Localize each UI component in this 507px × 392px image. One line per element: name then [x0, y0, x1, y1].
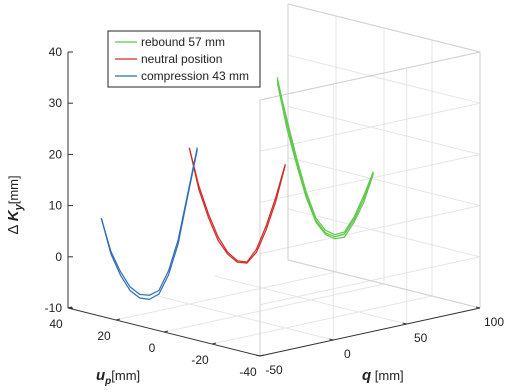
z-tick-label: 0 [55, 250, 62, 264]
y-tick [329, 338, 334, 341]
y-axis-label-main: q [362, 367, 371, 384]
z-axis-label-unit: [mm] [6, 175, 21, 204]
series-0-curve-0 [276, 77, 374, 238]
z-tick-label: 40 [49, 45, 63, 59]
box-edge [287, 259, 481, 309]
legend-entry-rebound: rebound 57 mm [115, 35, 225, 49]
box-edge [259, 51, 481, 101]
z-tick-label: 20 [49, 147, 63, 161]
x-tick [259, 354, 265, 357]
curves [100, 77, 374, 300]
series-0-curve-1 [276, 82, 374, 240]
legend: rebound 57 mm neutral position compressi… [107, 30, 261, 88]
x-axis-label-unit: [mm] [111, 368, 140, 383]
x-tick [67, 306, 73, 309]
grid-line [214, 275, 407, 325]
svg-text:Δ Ky[mm]: Δ Ky[mm] [5, 175, 25, 234]
z-axis-label-main: K [5, 209, 22, 221]
y-tick-label: -50 [265, 363, 283, 377]
series-2-curve-0 [100, 147, 198, 296]
legend-label-compression: compression 43 mm [141, 69, 249, 83]
series-2-curve-1 [100, 149, 198, 300]
y-tick [475, 306, 481, 309]
grid-line [141, 291, 334, 341]
legend-entry-neutral: neutral position [115, 52, 222, 66]
legend-label-rebound: rebound 57 mm [141, 35, 225, 49]
y-tick-label: 50 [414, 331, 428, 345]
grid-line [163, 283, 385, 333]
x-tick [115, 318, 121, 321]
y-axis-label: q [mm] [362, 367, 404, 384]
z-axis-label-sub: y [13, 203, 25, 211]
x-tick-label: -40 [239, 365, 257, 379]
y-tick-label: 100 [484, 315, 504, 329]
x-tick-label: 40 [49, 317, 63, 331]
x-tick-label: -20 [191, 353, 209, 367]
z-tick-label: 10 [49, 199, 63, 213]
x-tick [163, 330, 169, 333]
z-tick-label: -10 [45, 301, 63, 315]
series-1-curve-0 [188, 147, 286, 263]
series-1-curve-1 [188, 147, 286, 264]
y-tick-label: 0 [344, 347, 351, 361]
series-0-curve-2 [276, 79, 374, 236]
legend-label-neutral: neutral position [141, 52, 222, 66]
x-tick [211, 342, 217, 345]
x-axis-label-main: u [96, 367, 105, 384]
x-tick-label: 0 [149, 341, 156, 355]
z-axis-label: Δ Ky[mm] [5, 175, 25, 234]
grid-line [115, 271, 337, 321]
z-axis-label-prefix: Δ [5, 221, 22, 234]
grid-line [211, 295, 433, 345]
y-axis-label-unit: [mm] [371, 368, 404, 383]
tick-labels: -10 0 10 20 30 40 40 20 0 -20 -40 -50 0 50 100 [45, 45, 505, 379]
y-tick [255, 354, 261, 357]
x-axis-label: up[mm] [96, 367, 140, 387]
y-axis-line [259, 307, 481, 357]
box-edge [287, 3, 481, 53]
legend-entry-compression: compression 43 mm [115, 69, 249, 83]
y-tick [402, 322, 407, 325]
z-tick-label: 30 [49, 96, 63, 110]
x-axis-label-sub: p [104, 376, 111, 387]
x-tick-label: 20 [97, 329, 111, 343]
